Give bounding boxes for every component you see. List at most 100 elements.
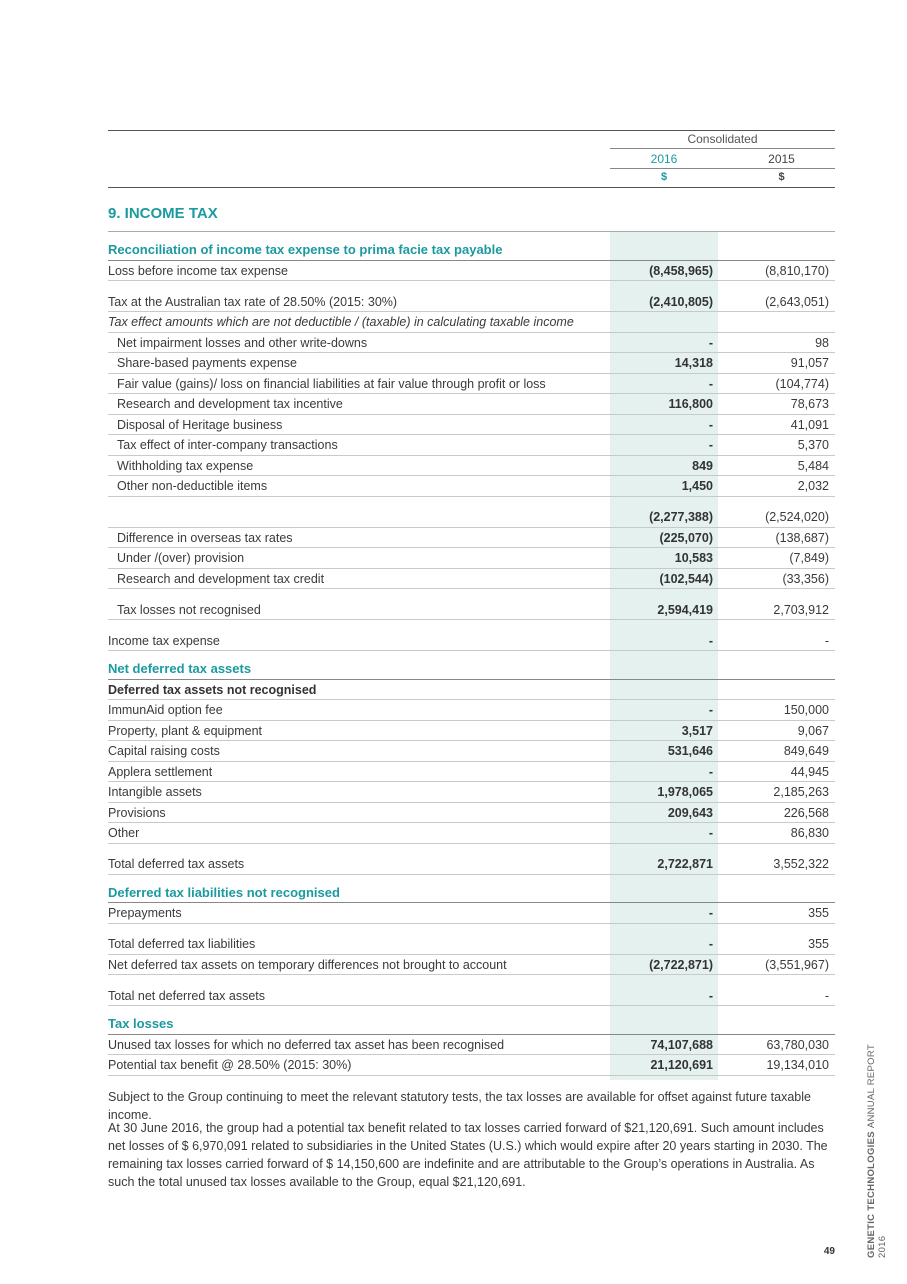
value-2015: 9,067 — [797, 723, 829, 738]
row-label: Net deferred tax assets on temporary dif… — [108, 957, 507, 972]
value-2015: (7,849) — [789, 551, 829, 565]
year-2015: 2015 — [768, 152, 795, 166]
table-row: Under /(over) provision 10,583 (7,849) — [108, 548, 835, 569]
value-2016: 1,978,065 — [657, 785, 713, 799]
row-label — [108, 507, 610, 527]
row-label: Fair value (gains)/ loss on financial li… — [117, 376, 546, 391]
table-row: Capital raising costs 531,646 849,649 — [108, 741, 835, 762]
table-row: Total deferred tax liabilities - 355 — [108, 934, 835, 955]
value-2015: 3,552,322 — [773, 857, 829, 871]
value-2015: 98 — [815, 335, 829, 350]
value-2015: 63,780,030 — [766, 1037, 829, 1052]
section-title: 9. INCOME TAX — [108, 205, 218, 222]
value-2016: (8,458,965) — [649, 263, 713, 278]
row-label: Intangible assets — [108, 785, 202, 799]
row-label: Share-based payments expense — [117, 356, 297, 370]
table-row: Net deferred tax assets — [108, 659, 835, 680]
table-row: Total deferred tax assets 2,722,871 3,552,… — [108, 854, 835, 875]
row-label: Withholding tax expense — [117, 458, 254, 473]
value-2016: 3,517 — [681, 723, 713, 738]
value-2016: - — [708, 633, 713, 648]
table-row: Tax losses — [108, 1014, 835, 1035]
rule — [108, 130, 835, 131]
unit-2015: $ — [778, 171, 785, 183]
row-label: Prepayments — [108, 906, 182, 920]
value-2015: 5,370 — [797, 438, 829, 452]
value-2016: (2,722,871) — [649, 957, 713, 972]
table-row: Intangible assets 1,978,065 2,185,263 — [108, 782, 835, 803]
row-label: Deferred tax assets not recognised — [108, 682, 317, 697]
table-row: Share-based payments expense 14,318 91,057 — [108, 353, 835, 374]
value-2016: - — [708, 376, 713, 391]
row-label: Total deferred tax liabilities — [108, 937, 256, 951]
value-2015: 150,000 — [783, 703, 829, 717]
value-2016: 21,120,691 — [650, 1058, 713, 1072]
value-2016: 2,722,871 — [657, 857, 713, 871]
value-2015: (33,356) — [782, 571, 829, 586]
table-row: Difference in overseas tax rates (225,070… — [108, 528, 835, 548]
value-2015: 226,568 — [783, 805, 829, 820]
table-row: Tax losses not recognised 2,594,419 2,703,… — [108, 600, 835, 620]
value-2016: (2,277,388) — [649, 510, 713, 524]
row-label: Deferred tax liabilities not recognised — [108, 884, 340, 900]
value-2015: 19,134,010 — [766, 1058, 829, 1072]
row-label: Unused tax losses for which no deferred … — [108, 1037, 505, 1052]
value-2016: - — [708, 335, 713, 350]
note: At 30 June 2016, the group had a potenti… — [108, 1121, 828, 1189]
table-row: Property, plant & equipment 3,517 9,067 — [108, 721, 835, 741]
value-2016: - — [708, 826, 713, 840]
value-2015: (104,774) — [775, 376, 829, 391]
value-2015: 355 — [808, 906, 829, 920]
table-row: Unused tax losses for which no deferred … — [108, 1035, 835, 1055]
table-row: Tax effect amounts which are not deducti… — [108, 312, 835, 333]
table-row: Tax effect of inter-company transactions… — [108, 435, 835, 456]
value-2015: - — [824, 988, 829, 1003]
table-row: Other - 86,830 — [108, 823, 835, 844]
row-label: Total deferred tax assets — [108, 857, 245, 871]
value-2016: - — [708, 438, 713, 452]
table-row: Total net deferred tax assets - - — [108, 986, 835, 1006]
row-label: Property, plant & equipment — [108, 723, 263, 738]
table-row: Other non-deductible items 1,450 2,032 — [108, 476, 835, 497]
row-label: Potential tax benefit @ 28.50% (2015: 30… — [108, 1058, 352, 1072]
row-label: Income tax expense — [108, 633, 220, 648]
table-row: ImmunAid option fee - 150,000 — [108, 700, 835, 721]
value-2016: 1,450 — [681, 479, 713, 493]
value-2015: 86,830 — [790, 826, 829, 840]
value-2016: (225,070) — [659, 530, 713, 545]
value-2016: 531,646 — [667, 744, 713, 758]
value-2016: 74,107,688 — [650, 1037, 713, 1052]
row-label: Other non-deductible items — [117, 479, 268, 493]
row-label: Applera settlement — [108, 764, 213, 779]
row-label: Capital raising costs — [108, 744, 220, 758]
row-label: Research and development tax credit — [117, 571, 325, 586]
table-row: (2,277,388) (2,524,020) — [108, 507, 835, 528]
table-row: Tax at the Australian tax rate of 28.50%… — [108, 292, 835, 312]
value-2016: 116,800 — [668, 397, 714, 411]
row-label: Loss before income tax expense — [108, 263, 288, 278]
value-2015: 849,649 — [783, 744, 829, 758]
table-row: Provisions 209,643 226,568 — [108, 803, 835, 823]
value-2015: 2,032 — [797, 479, 829, 493]
row-label: Difference in overseas tax rates — [117, 530, 293, 545]
value-2015: (138,687) — [775, 530, 829, 545]
row-label: Tax losses not recognised — [117, 602, 261, 617]
side-footer: GENETIC TECHNOLOGIES ANNUAL REPORT 2016 — [866, 1030, 888, 1258]
table-row: Disposal of Heritage business - 41,091 — [108, 415, 835, 435]
table-row: Deferred tax assets not recognised — [108, 680, 835, 700]
table-row: Research and development tax credit (102,… — [108, 569, 835, 589]
value-2016: - — [708, 937, 713, 951]
page-number: 49 — [823, 1246, 835, 1257]
column-group: Consolidated — [687, 132, 758, 146]
value-2015: (2,643,051) — [765, 294, 829, 309]
value-2015: (8,810,170) — [765, 263, 829, 278]
value-2015: 2,703,912 — [773, 602, 829, 617]
value-2015: 5,484 — [797, 458, 829, 473]
row-label: ImmunAid option fee — [108, 703, 223, 717]
row-label: Disposal of Heritage business — [117, 417, 283, 432]
value-2016: 849 — [692, 458, 713, 473]
table-row: Applera settlement - 44,945 — [108, 762, 835, 782]
row-label: Provisions — [108, 805, 166, 820]
unit-2016: $ — [660, 171, 668, 183]
